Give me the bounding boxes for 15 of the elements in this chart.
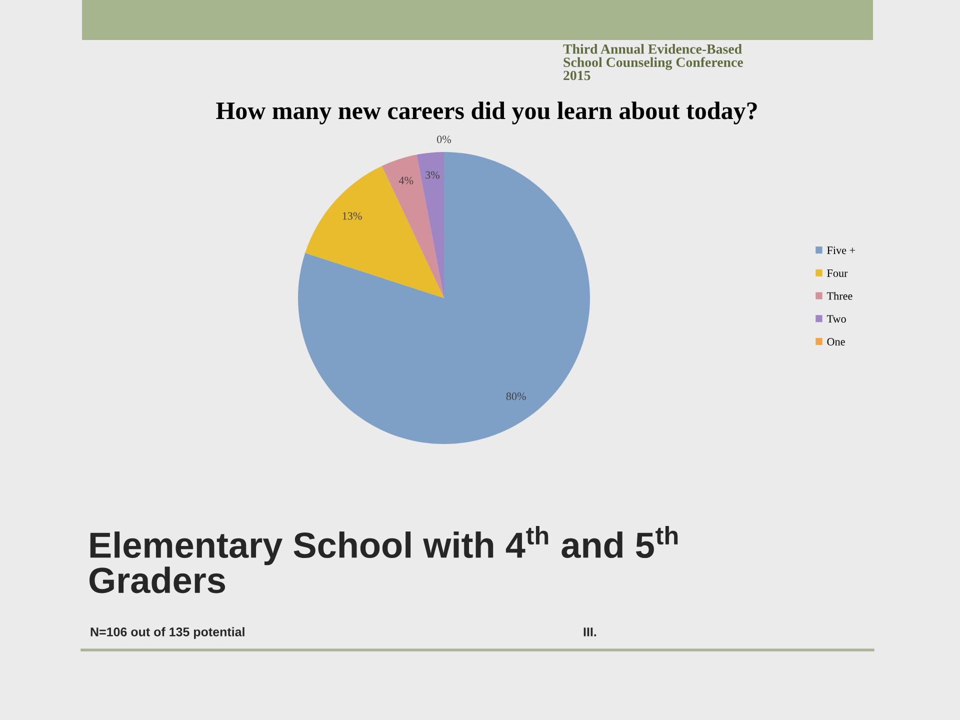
data-label: 4% <box>398 176 414 184</box>
legend-label: Four <box>827 270 848 277</box>
text: N=106 out of 135 potential <box>90 627 244 639</box>
legend-label: Five + <box>827 246 856 254</box>
text: 0% <box>437 136 452 144</box>
data-label: 80% <box>506 392 526 400</box>
data-label: 13% <box>342 212 362 220</box>
chart-title: How many new careers did you learn about today? <box>216 102 757 124</box>
legend-label: One <box>827 338 845 346</box>
text: Third Annual Evidence-Based School Counseling Conference 2015 <box>563 44 743 80</box>
text: Elementary School with 4$^{th}$ and 5$^{th}$ Graders <box>89 526 678 594</box>
legend-label: Two <box>826 315 846 323</box>
data-label: 3% <box>426 171 440 179</box>
legend-label: Three <box>826 292 852 300</box>
text: III. <box>584 628 596 636</box>
